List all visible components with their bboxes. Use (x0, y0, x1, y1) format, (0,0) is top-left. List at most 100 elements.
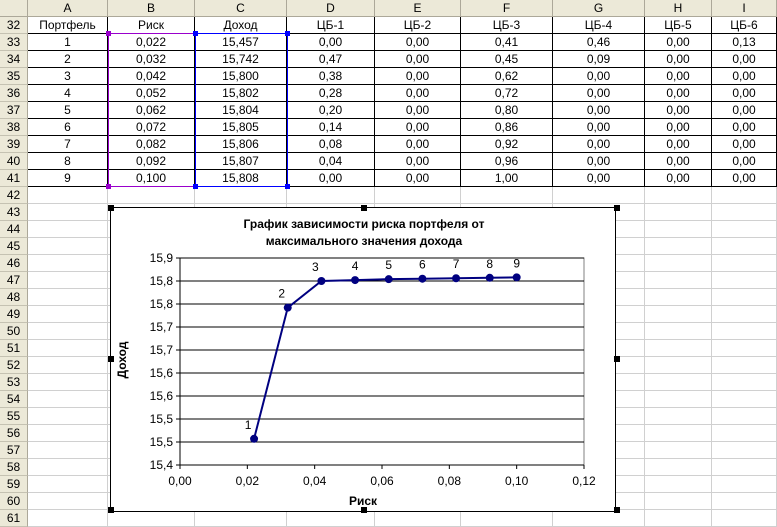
empty-cell[interactable] (712, 187, 777, 204)
row-header[interactable]: 46 (0, 255, 28, 272)
table-cell[interactable]: 0,032 (108, 51, 195, 68)
row-header[interactable]: 60 (0, 493, 28, 510)
row-header[interactable]: 48 (0, 289, 28, 306)
empty-cell[interactable] (28, 289, 108, 306)
selection-handle[interactable] (193, 31, 198, 36)
table-cell[interactable]: 0,00 (712, 102, 777, 119)
table-cell[interactable]: 1 (28, 34, 108, 51)
column-header-H[interactable]: H (645, 0, 712, 17)
empty-cell[interactable] (28, 340, 108, 357)
empty-cell[interactable] (195, 187, 287, 204)
empty-cell[interactable] (645, 323, 712, 340)
table-cell[interactable]: 0,80 (461, 102, 553, 119)
table-cell[interactable]: 0,86 (461, 119, 553, 136)
table-cell[interactable]: 0,00 (712, 136, 777, 153)
empty-cell[interactable] (712, 340, 777, 357)
table-cell[interactable]: 0,92 (461, 136, 553, 153)
table-cell[interactable]: 7 (28, 136, 108, 153)
chart-resize-handle[interactable] (614, 205, 620, 211)
empty-cell[interactable] (645, 221, 712, 238)
column-header-B[interactable]: B (108, 0, 195, 17)
table-cell[interactable]: 0,00 (712, 119, 777, 136)
table-cell[interactable]: 0,00 (553, 170, 645, 187)
empty-cell[interactable] (712, 238, 777, 255)
empty-cell[interactable] (645, 357, 712, 374)
row-header[interactable]: 44 (0, 221, 28, 238)
empty-cell[interactable] (28, 374, 108, 391)
table-cell[interactable]: 15,804 (195, 102, 287, 119)
table-cell[interactable]: 0,62 (461, 68, 553, 85)
table-cell[interactable]: ЦБ-4 (553, 17, 645, 34)
table-cell[interactable]: 0,00 (645, 102, 712, 119)
empty-cell[interactable] (712, 425, 777, 442)
chart-resize-handle[interactable] (108, 507, 114, 513)
empty-cell[interactable] (712, 493, 777, 510)
table-cell[interactable]: 6 (28, 119, 108, 136)
table-cell[interactable]: 0,00 (375, 153, 461, 170)
table-cell[interactable]: 0,00 (287, 34, 375, 51)
table-cell[interactable]: 0,00 (553, 136, 645, 153)
empty-cell[interactable] (28, 255, 108, 272)
table-cell[interactable]: 0,00 (645, 85, 712, 102)
empty-cell[interactable] (712, 272, 777, 289)
empty-cell[interactable] (645, 459, 712, 476)
table-cell[interactable]: 0,092 (108, 153, 195, 170)
table-cell[interactable]: 0,042 (108, 68, 195, 85)
table-cell[interactable]: 0,45 (461, 51, 553, 68)
table-cell[interactable]: 0,00 (375, 136, 461, 153)
table-cell[interactable]: 5 (28, 102, 108, 119)
selection-handle[interactable] (106, 31, 111, 36)
empty-cell[interactable] (645, 272, 712, 289)
row-header[interactable]: 42 (0, 187, 28, 204)
empty-cell[interactable] (645, 408, 712, 425)
empty-cell[interactable] (28, 408, 108, 425)
table-cell[interactable]: Доход (195, 17, 287, 34)
table-cell[interactable]: 0,00 (712, 68, 777, 85)
empty-cell[interactable] (461, 187, 553, 204)
table-cell[interactable]: 0,022 (108, 34, 195, 51)
row-header[interactable]: 58 (0, 459, 28, 476)
table-cell[interactable]: 0,13 (712, 34, 777, 51)
row-header[interactable]: 51 (0, 340, 28, 357)
empty-cell[interactable] (712, 357, 777, 374)
selection-handle[interactable] (285, 31, 290, 36)
table-cell[interactable]: 0,052 (108, 85, 195, 102)
table-cell[interactable]: 15,802 (195, 85, 287, 102)
empty-cell[interactable] (375, 187, 461, 204)
row-header[interactable]: 35 (0, 68, 28, 85)
table-cell[interactable]: ЦБ-3 (461, 17, 553, 34)
chart-object[interactable]: График зависимости риска портфеля от мак… (108, 205, 620, 513)
empty-cell[interactable] (28, 425, 108, 442)
empty-cell[interactable] (287, 187, 375, 204)
empty-cell[interactable] (712, 459, 777, 476)
table-cell[interactable]: 0,00 (712, 153, 777, 170)
chart-resize-handle[interactable] (614, 356, 620, 362)
row-header[interactable]: 39 (0, 136, 28, 153)
empty-cell[interactable] (645, 340, 712, 357)
column-header-G[interactable]: G (553, 0, 645, 17)
row-header[interactable]: 32 (0, 17, 28, 34)
table-cell[interactable]: 0,00 (645, 153, 712, 170)
table-cell[interactable]: 15,457 (195, 34, 287, 51)
row-header[interactable]: 41 (0, 170, 28, 187)
table-cell[interactable]: 0,062 (108, 102, 195, 119)
empty-cell[interactable] (108, 187, 195, 204)
table-cell[interactable]: 15,742 (195, 51, 287, 68)
table-cell[interactable]: 15,800 (195, 68, 287, 85)
table-cell[interactable]: 0,00 (553, 153, 645, 170)
table-cell[interactable]: 0,04 (287, 153, 375, 170)
selection-handle[interactable] (193, 184, 198, 189)
table-cell[interactable]: 8 (28, 153, 108, 170)
table-cell[interactable]: 0,00 (553, 68, 645, 85)
table-cell[interactable]: 15,807 (195, 153, 287, 170)
column-header-I[interactable]: I (712, 0, 777, 17)
row-header[interactable]: 59 (0, 476, 28, 493)
table-cell[interactable]: 0,00 (645, 119, 712, 136)
table-cell[interactable]: 0,46 (553, 34, 645, 51)
table-cell[interactable]: 0,00 (553, 102, 645, 119)
table-cell[interactable]: 0,00 (645, 170, 712, 187)
selection-handle[interactable] (106, 184, 111, 189)
table-cell[interactable]: 0,00 (375, 102, 461, 119)
empty-cell[interactable] (645, 255, 712, 272)
chart-resize-handle[interactable] (361, 205, 367, 211)
